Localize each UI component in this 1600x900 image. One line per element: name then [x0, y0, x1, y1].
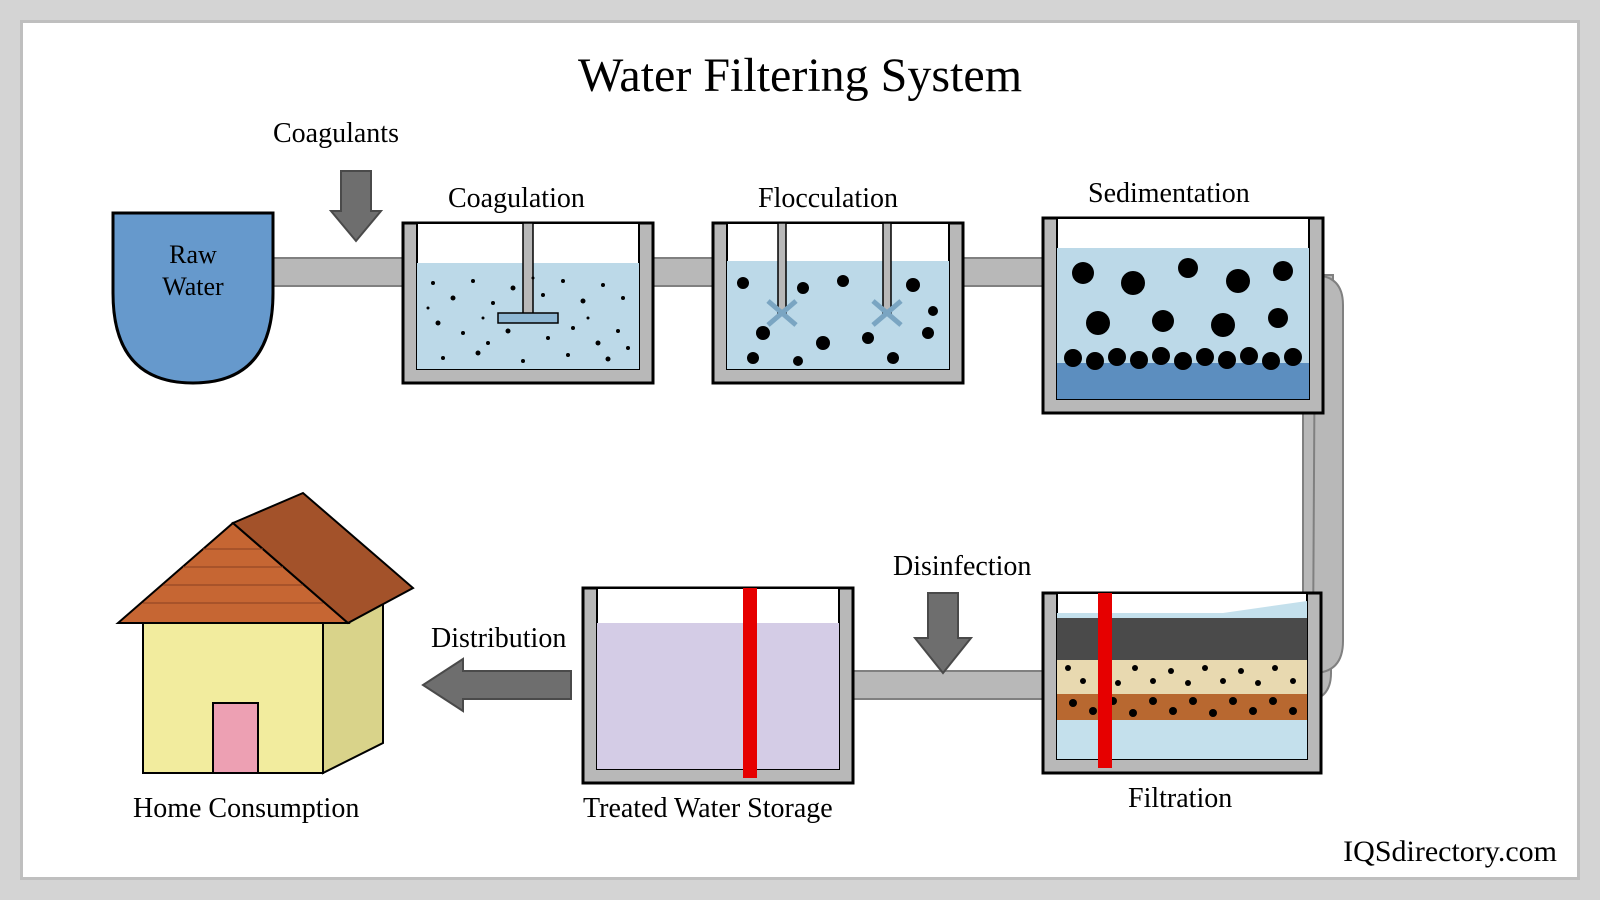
label-distribution: Distribution — [431, 623, 566, 655]
coagulation-tank — [403, 223, 653, 383]
label-coagulants: Coagulants — [273, 118, 399, 150]
disinfection-arrow — [915, 593, 971, 673]
label-sedimentation: Sedimentation — [1088, 178, 1250, 210]
label-coagulation: Coagulation — [448, 183, 585, 215]
label-flocculation: Flocculation — [758, 183, 898, 215]
label-home: Home Consumption — [133, 793, 359, 825]
filtration-tank — [1043, 593, 1321, 773]
svg-text:Water: Water — [162, 272, 224, 301]
distribution-arrow — [423, 659, 571, 711]
flocculation-tank — [713, 223, 963, 383]
diagram-svg: Raw Water — [23, 23, 1583, 883]
sedimentation-tank — [1043, 218, 1323, 413]
house-icon — [118, 493, 413, 773]
raw-water-tank: Raw Water — [113, 213, 273, 383]
storage-tank — [583, 588, 853, 783]
attribution-text: IQSdirectory.com — [1343, 835, 1557, 869]
label-storage: Treated Water Storage — [583, 793, 833, 825]
label-disinfection: Disinfection — [893, 551, 1031, 583]
coagulants-arrow — [331, 171, 381, 241]
svg-text:Raw: Raw — [169, 240, 217, 269]
label-filtration: Filtration — [1128, 783, 1232, 815]
diagram-frame: Water Filtering System Raw Water — [20, 20, 1580, 880]
